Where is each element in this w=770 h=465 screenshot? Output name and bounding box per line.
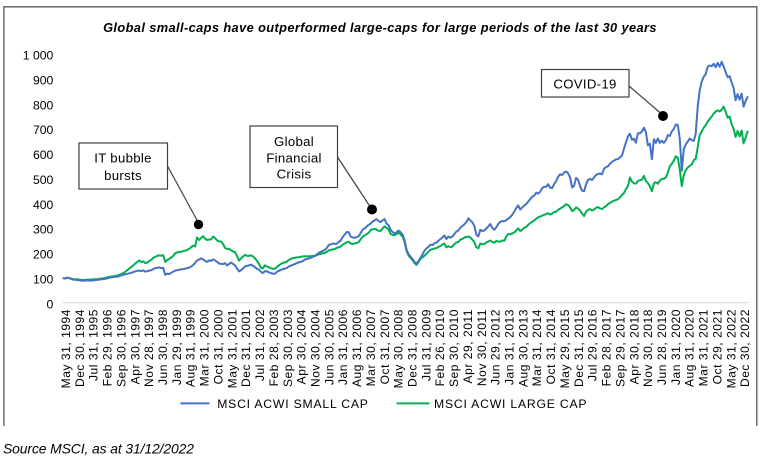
svg-text:COVID-19: COVID-19 [553, 77, 616, 92]
svg-text:Jul 29, 2016: Jul 29, 2016 [586, 309, 600, 381]
svg-text:Global: Global [274, 134, 314, 149]
svg-text:900: 900 [33, 73, 54, 87]
svg-text:Dec 30, 1994: Dec 30, 1994 [73, 309, 87, 387]
svg-text:Aug 31, 2006: Aug 31, 2006 [350, 309, 364, 387]
svg-text:May 31, 2022: May 31, 2022 [724, 309, 738, 388]
svg-text:Nov 28, 1997: Nov 28, 1997 [142, 309, 156, 387]
svg-text:Jun 30, 2005: Jun 30, 2005 [322, 309, 336, 385]
svg-text:Jan 31, 2013: Jan 31, 2013 [502, 309, 516, 385]
svg-text:200: 200 [33, 248, 54, 262]
svg-text:Mar 31, 2000: Mar 31, 2000 [198, 309, 212, 386]
svg-text:Sep 29, 2017: Sep 29, 2017 [613, 309, 627, 387]
svg-text:Jan 31, 2020: Jan 31, 2020 [669, 309, 683, 385]
svg-text:Jan 29, 1999: Jan 29, 1999 [170, 309, 184, 385]
svg-text:Dec 31, 2008: Dec 31, 2008 [405, 309, 419, 387]
svg-text:Apr 29, 2011: Apr 29, 2011 [461, 309, 475, 383]
svg-text:Dec 30, 2022: Dec 30, 2022 [738, 309, 752, 387]
svg-text:800: 800 [33, 98, 54, 112]
svg-text:Global small-caps have outperf: Global small-caps have outperformed larg… [103, 20, 657, 35]
svg-text:Sep 30, 1996: Sep 30, 1996 [114, 309, 128, 387]
svg-text:Oct 31, 2000: Oct 31, 2000 [211, 309, 225, 384]
svg-text:May 31, 2001: May 31, 2001 [225, 309, 239, 388]
svg-text:Aug 31, 2020: Aug 31, 2020 [683, 309, 697, 387]
svg-text:Mar 31, 2014: Mar 31, 2014 [530, 309, 544, 386]
svg-text:Source MSCI, as at 31/12/2022: Source MSCI, as at 31/12/2022 [3, 441, 194, 457]
svg-text:Jun 28, 2019: Jun 28, 2019 [655, 309, 669, 385]
svg-text:Feb 29, 1996: Feb 29, 1996 [101, 309, 115, 386]
svg-text:Dec 31, 2001: Dec 31, 2001 [239, 309, 253, 387]
svg-text:bursts: bursts [104, 168, 142, 183]
svg-text:Aug 31, 1999: Aug 31, 1999 [184, 309, 198, 387]
svg-text:700: 700 [33, 123, 54, 137]
svg-text:Feb 26, 2010: Feb 26, 2010 [433, 309, 447, 386]
svg-text:May 31, 1994: May 31, 1994 [59, 309, 73, 388]
svg-text:Aug 30, 2013: Aug 30, 2013 [516, 309, 530, 387]
svg-text:400: 400 [33, 198, 54, 212]
svg-text:Feb 28, 2003: Feb 28, 2003 [267, 309, 281, 386]
svg-text:Apr 30, 1997: Apr 30, 1997 [128, 309, 142, 384]
svg-text:Apr 30, 2004: Apr 30, 2004 [295, 309, 309, 384]
svg-text:Nov 30, 2011: Nov 30, 2011 [475, 309, 489, 386]
svg-text:May 29, 2015: May 29, 2015 [558, 309, 572, 388]
svg-text:300: 300 [33, 223, 54, 237]
svg-text:Sep 30, 2003: Sep 30, 2003 [281, 309, 295, 387]
svg-text:Feb 28, 2017: Feb 28, 2017 [599, 309, 613, 386]
svg-text:MSCI ACWI SMALL CAP: MSCI ACWI SMALL CAP [217, 397, 369, 411]
svg-text:100: 100 [33, 273, 54, 287]
svg-text:Jul 31, 2002: Jul 31, 2002 [253, 309, 267, 381]
svg-text:Nov 30, 2004: Nov 30, 2004 [308, 309, 322, 387]
svg-text:Oct 29, 2021: Oct 29, 2021 [710, 309, 724, 384]
svg-text:IT bubble: IT bubble [94, 150, 151, 165]
svg-text:500: 500 [33, 173, 54, 187]
svg-text:Apr 30, 2018: Apr 30, 2018 [627, 309, 641, 384]
svg-text:Oct 31, 2007: Oct 31, 2007 [378, 309, 392, 384]
svg-text:Crisis: Crisis [277, 167, 312, 182]
svg-text:Mar 30, 2007: Mar 30, 2007 [364, 309, 378, 386]
svg-text:Mar 31, 2021: Mar 31, 2021 [697, 309, 711, 386]
svg-text:MSCI ACWI LARGE CAP: MSCI ACWI LARGE CAP [434, 397, 587, 411]
svg-text:Jul 31, 1995: Jul 31, 1995 [87, 309, 101, 381]
svg-text:May 30, 2008: May 30, 2008 [392, 309, 406, 388]
svg-text:Financial: Financial [266, 150, 321, 165]
svg-text:Jun 29, 2012: Jun 29, 2012 [489, 309, 503, 385]
svg-text:1 000: 1 000 [23, 49, 54, 63]
svg-text:Jun 30, 1998: Jun 30, 1998 [156, 309, 170, 385]
svg-text:Sep 30, 2010: Sep 30, 2010 [447, 309, 461, 387]
svg-text:Jan 31, 2006: Jan 31, 2006 [336, 309, 350, 385]
svg-text:Oct 31, 2014: Oct 31, 2014 [544, 309, 558, 384]
svg-text:0: 0 [47, 297, 54, 311]
svg-text:Nov 30, 2018: Nov 30, 2018 [641, 309, 655, 387]
svg-text:Dec 31, 2015: Dec 31, 2015 [572, 309, 586, 387]
svg-text:600: 600 [33, 148, 54, 162]
svg-text:Jul 31, 2009: Jul 31, 2009 [419, 309, 433, 381]
